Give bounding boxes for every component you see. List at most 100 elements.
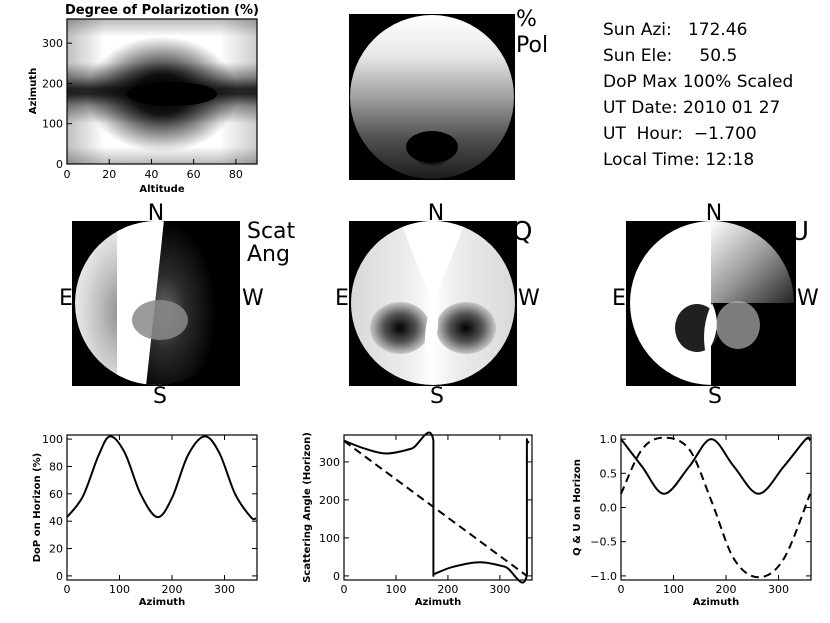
y-tick-label: 100: [42, 433, 63, 446]
scattering-angle-chart: 0 100 200 300 0 100 200 300 Azimuth Scattering An…: [302, 431, 533, 608]
scat-skymap-right-half: [146, 221, 239, 385]
x-tick-label: 0: [64, 583, 71, 596]
y-tick-label: 100: [319, 532, 340, 545]
heatmap-xtick-label: 40: [144, 168, 158, 181]
u-label: U: [790, 217, 809, 247]
u-skymap-light-lobe: [716, 301, 760, 349]
q-skymap-right-lobe: [436, 302, 496, 354]
info-sun-elevation: Sun Ele: 50.5: [603, 46, 738, 66]
heatmap-ytick-label: 0: [56, 158, 63, 171]
q-u-horizon-chart: 0 100 200 300 −1.0 −0.5 0.0 0.5 1.0 Azimuth Q & U …: [572, 433, 812, 608]
heatmap-frame: [66, 18, 258, 165]
q-label-west: W: [518, 286, 540, 311]
scat-label-south: S: [153, 384, 167, 409]
y-tick-label: 300: [319, 456, 340, 469]
u-label-north: N: [706, 201, 722, 226]
y-axis-label: Q & U on Horizon: [572, 459, 583, 556]
heatmap-xticks: 0 20 40 60 80: [64, 159, 243, 181]
chart-frame: [343, 434, 533, 581]
x-tick-label: 0: [618, 583, 625, 596]
u-label-east: E: [612, 286, 626, 311]
pol-label-line1: %: [516, 7, 537, 32]
y-tick-label: 20: [49, 543, 63, 556]
heatmap-title: Degree of Polarizotion (%): [65, 3, 259, 18]
scat-label-line1: Scat: [247, 219, 296, 244]
series-line-q: [620, 436, 811, 495]
y-tick-label: 40: [49, 515, 63, 528]
series-line-scattering-angle: [343, 431, 530, 584]
x-tick-label: 200: [716, 583, 737, 596]
x-axis-label: Azimuth: [693, 597, 739, 608]
info-sun-azimuth: Sun Azi: 172.46: [603, 20, 748, 40]
dop-horizon-chart: 0 100 200 300 0 20 40 60 80 100 Azimuth DoP on Hori…: [32, 433, 258, 608]
scat-label-line2: Ang: [247, 242, 290, 267]
info-dop-max: DoP Max 100% Scaled: [603, 72, 794, 92]
heatmap-ylabel: Azimuth: [28, 68, 39, 114]
chart-frame: [66, 434, 258, 581]
q-label-north: N: [428, 201, 444, 226]
q-label: Q: [512, 217, 532, 247]
x-tick-label: 200: [162, 583, 183, 596]
heatmap-xtick-label: 80: [229, 168, 243, 181]
pol-label-line2: Pol: [516, 33, 548, 58]
u-label-south: S: [708, 384, 722, 409]
heatmap-xtick-label: 0: [64, 168, 71, 181]
y-tick-label: 0.5: [600, 467, 618, 480]
series-line-azimuth-difference: [343, 440, 528, 577]
y-tick-label: 1.0: [600, 433, 618, 446]
q-skymap-center-arc: [424, 303, 439, 355]
x-axis-label: Azimuth: [415, 597, 461, 608]
pol-skymap-panel: % Pol: [349, 7, 548, 180]
x-axis-label: Azimuth: [139, 597, 185, 608]
info-ut-hour: UT Hour: −1.700: [603, 124, 757, 144]
y-tick-label: 60: [49, 488, 63, 501]
series-line-u: [620, 436, 812, 579]
q-skymap-top-wedge: [400, 221, 466, 303]
heatmap-xlabel: Altitude: [139, 184, 184, 195]
heatmap-ytick-label: 100: [42, 118, 63, 131]
y-tick-label: 0.0: [600, 502, 618, 515]
x-tick-label: 0: [341, 583, 348, 596]
heatmap-ytick-label: 300: [42, 37, 63, 50]
y-tick-label: −1.0: [590, 570, 617, 583]
scat-skymap-panel: N S E W Scat Ang: [59, 201, 296, 409]
pol-skymap-minimum: [406, 131, 458, 163]
heatmap-panel: 0 20 40 60 80 0 100 200 300 Degree of Polarizot…: [28, 3, 259, 195]
x-tick-label: 300: [768, 583, 789, 596]
heatmap-yticks: 0 100 200 300: [42, 37, 72, 171]
info-local-time: Local Time: 12:18: [603, 150, 755, 170]
x-tick-label: 100: [663, 583, 684, 596]
u-skymap-panel: N S E W U: [612, 201, 819, 409]
heatmap-xtick-label: 20: [102, 168, 116, 181]
scat-label-north: N: [148, 201, 164, 226]
scat-skymap-center: [132, 300, 188, 340]
x-tick-label: 300: [489, 583, 510, 596]
q-label-east: E: [335, 286, 349, 311]
y-tick-label: 0: [333, 570, 340, 583]
chart-frame: [620, 434, 812, 581]
q-label-south: S: [430, 384, 444, 409]
q-skymap-left-lobe: [370, 302, 430, 354]
y-axis-label: DoP on Horizon (%): [32, 453, 43, 563]
x-tick-label: 300: [214, 583, 235, 596]
scat-skymap-bright-wedge: [117, 221, 164, 385]
u-label-west: W: [797, 286, 819, 311]
x-tick-label: 100: [109, 583, 130, 596]
y-axis-label: Scattering Angle (Horizon): [302, 432, 313, 583]
scat-label-west: W: [242, 286, 264, 311]
heatmap-edge: [67, 19, 257, 164]
u-skymap-center-arc: [704, 303, 717, 355]
info-ut-date: UT Date: 2010 01 27: [603, 98, 781, 118]
y-tick-label: 0: [56, 570, 63, 583]
y-tick-label: 200: [319, 494, 340, 507]
x-tick-label: 100: [385, 583, 406, 596]
y-tick-label: 80: [49, 460, 63, 473]
x-tick-label: 200: [437, 583, 458, 596]
series-line-dop: [66, 435, 257, 521]
heatmap-ytick-label: 200: [42, 77, 63, 90]
y-tick-label: −0.5: [590, 536, 617, 549]
q-skymap-panel: N S E W Q: [335, 201, 540, 409]
scat-label-east: E: [59, 286, 73, 311]
heatmap-xtick-label: 60: [187, 168, 201, 181]
